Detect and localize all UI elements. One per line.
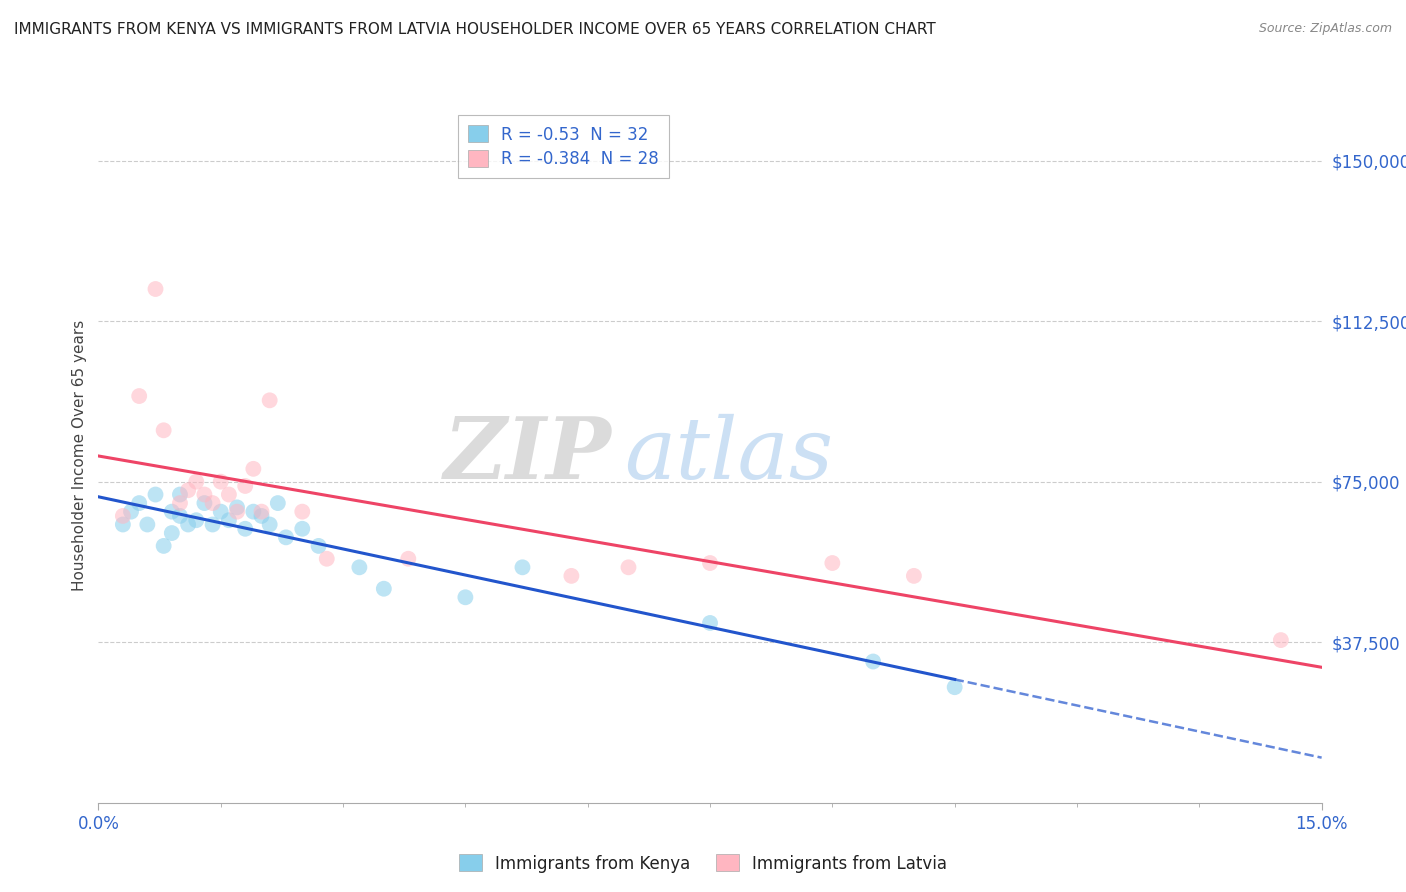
Point <box>186 513 208 527</box>
Point <box>512 560 534 574</box>
Point <box>226 500 249 515</box>
Point <box>821 556 844 570</box>
Point <box>259 517 281 532</box>
Point <box>186 475 208 489</box>
Point <box>209 475 232 489</box>
Point <box>201 517 224 532</box>
Point <box>209 505 232 519</box>
Point <box>136 517 159 532</box>
Legend: R = -0.53  N = 32, R = -0.384  N = 28: R = -0.53 N = 32, R = -0.384 N = 28 <box>458 115 669 178</box>
Point <box>560 569 582 583</box>
Point <box>315 551 337 566</box>
Point <box>120 505 142 519</box>
Point <box>177 517 200 532</box>
Point <box>193 487 215 501</box>
Point <box>226 505 249 519</box>
Point <box>308 539 330 553</box>
Point <box>218 487 240 501</box>
Point <box>233 522 256 536</box>
Point <box>177 483 200 498</box>
Point <box>233 479 256 493</box>
Point <box>145 487 167 501</box>
Point <box>169 487 191 501</box>
Point <box>250 505 273 519</box>
Point <box>169 496 191 510</box>
Point <box>218 513 240 527</box>
Point <box>152 539 174 553</box>
Point <box>242 505 264 519</box>
Point <box>242 462 264 476</box>
Point <box>193 496 215 510</box>
Legend: Immigrants from Kenya, Immigrants from Latvia: Immigrants from Kenya, Immigrants from L… <box>453 847 953 880</box>
Point <box>250 508 273 523</box>
Point <box>454 591 477 605</box>
Point <box>617 560 640 574</box>
Point <box>862 655 884 669</box>
Point <box>274 530 297 544</box>
Point <box>267 496 290 510</box>
Point <box>373 582 395 596</box>
Point <box>349 560 371 574</box>
Point <box>201 496 224 510</box>
Point <box>291 505 314 519</box>
Point <box>903 569 925 583</box>
Point <box>128 389 150 403</box>
Point <box>111 508 134 523</box>
Y-axis label: Householder Income Over 65 years: Householder Income Over 65 years <box>72 319 87 591</box>
Point <box>160 505 183 519</box>
Point <box>396 551 419 566</box>
Point <box>128 496 150 510</box>
Text: Source: ZipAtlas.com: Source: ZipAtlas.com <box>1258 22 1392 36</box>
Point <box>145 282 167 296</box>
Text: IMMIGRANTS FROM KENYA VS IMMIGRANTS FROM LATVIA HOUSEHOLDER INCOME OVER 65 YEARS: IMMIGRANTS FROM KENYA VS IMMIGRANTS FROM… <box>14 22 936 37</box>
Point <box>699 615 721 630</box>
Point <box>160 526 183 541</box>
Point <box>291 522 314 536</box>
Text: atlas: atlas <box>624 414 834 496</box>
Text: ZIP: ZIP <box>444 413 612 497</box>
Point <box>943 680 966 694</box>
Point <box>152 423 174 437</box>
Point <box>1270 633 1292 648</box>
Point <box>169 508 191 523</box>
Point <box>259 393 281 408</box>
Point <box>699 556 721 570</box>
Point <box>111 517 134 532</box>
